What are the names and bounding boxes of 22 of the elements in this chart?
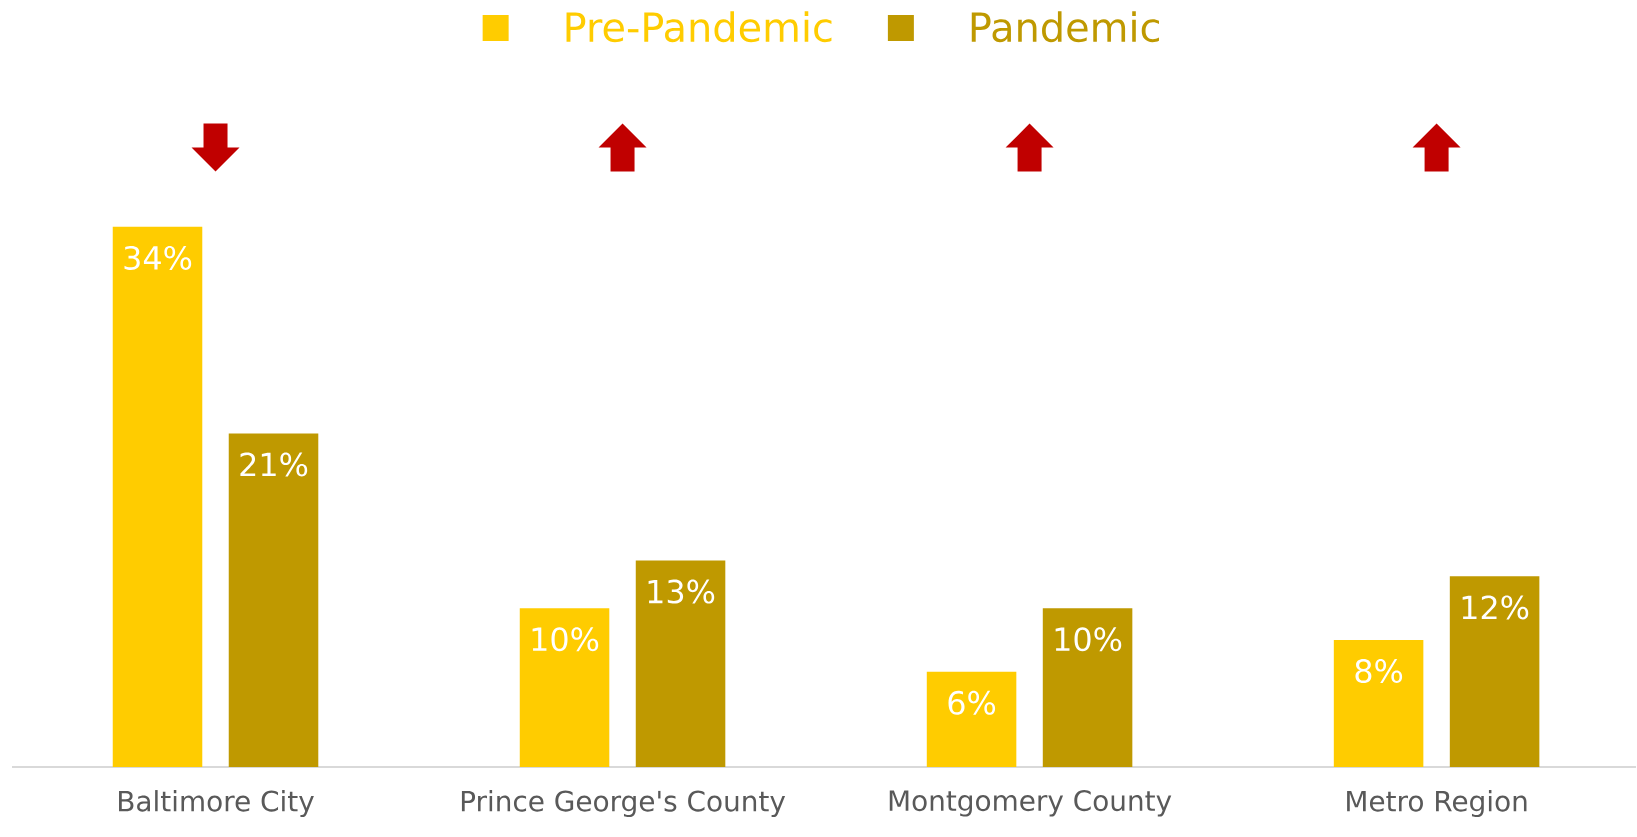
bar	[1449, 576, 1540, 767]
data-label: 8%	[1355, 658, 1403, 684]
bar	[635, 560, 726, 767]
bar	[519, 608, 610, 767]
legend-label: Pandemic	[971, 11, 1159, 43]
x-tick-label: Prince George's County	[461, 790, 786, 818]
x-tick-label: Montgomery County	[889, 790, 1172, 817]
legend-label: Pre-Pandemic	[566, 11, 832, 43]
bar	[1042, 608, 1133, 767]
data-label: 10%	[1055, 627, 1122, 652]
data-label: 12%	[1462, 595, 1529, 620]
data-label: 13%	[648, 579, 715, 604]
data-label: 34%	[124, 245, 192, 270]
data-label: 10%	[532, 627, 599, 652]
x-tick-label: Metro Region	[1347, 790, 1527, 818]
bar	[926, 671, 1017, 767]
x-tick-label: Baltimore City	[119, 790, 314, 818]
bar	[112, 226, 203, 767]
data-label: 6%	[948, 690, 996, 715]
bar	[228, 433, 319, 767]
data-label: 21%	[240, 452, 308, 477]
bar	[1333, 639, 1424, 767]
